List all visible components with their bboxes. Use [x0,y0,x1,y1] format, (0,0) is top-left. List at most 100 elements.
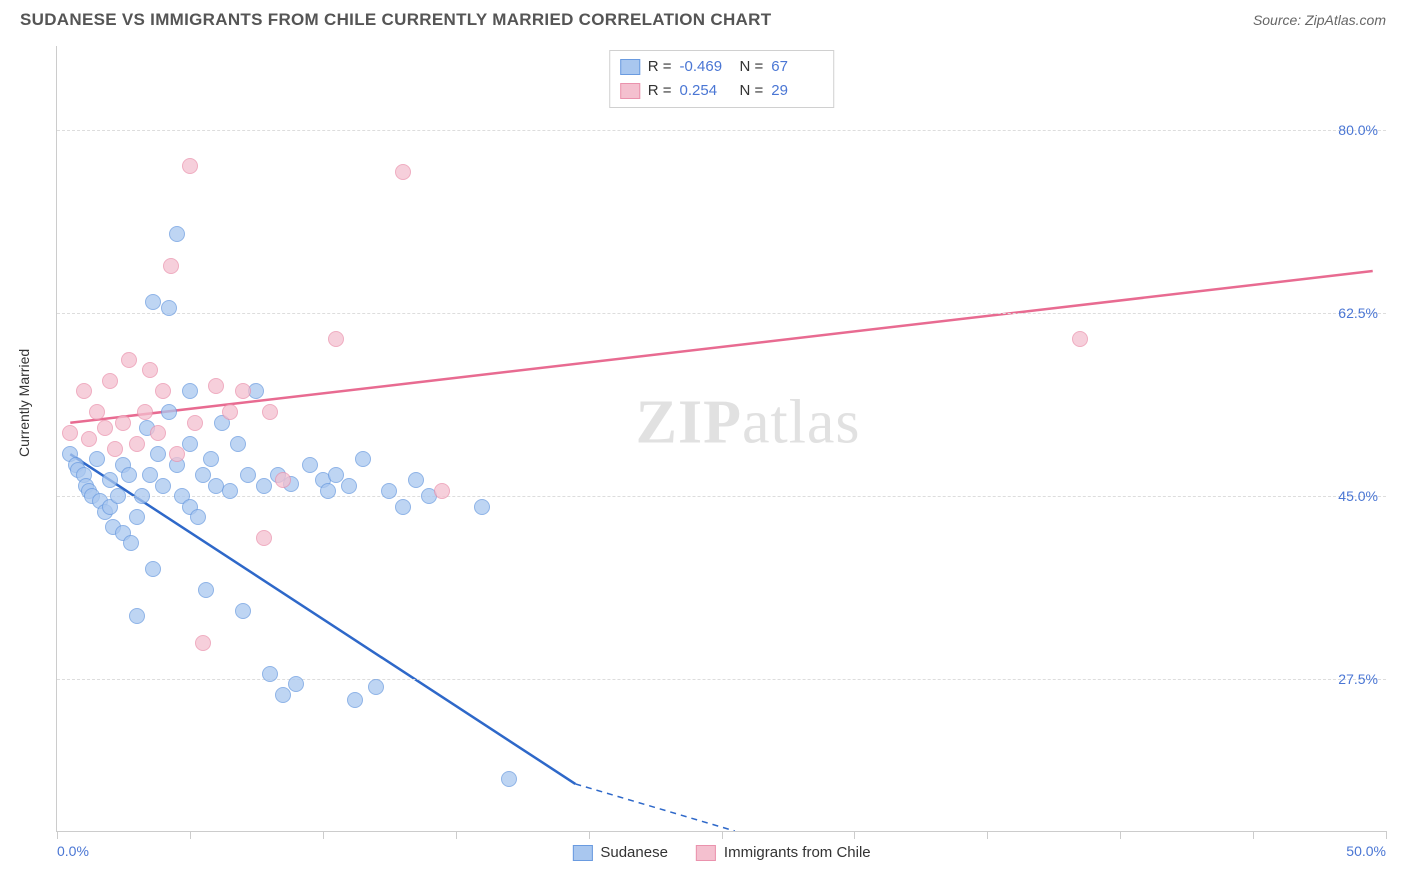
stats-row-sudanese: R = -0.469 N = 67 [620,55,824,79]
data-point [89,404,105,420]
data-point [256,530,272,546]
x-tick [57,831,58,839]
x-tick [190,831,191,839]
data-point [195,635,211,651]
data-point [262,666,278,682]
data-point [163,258,179,274]
data-point [89,451,105,467]
legend-swatch [696,845,716,861]
gridline [57,313,1386,314]
data-point [328,331,344,347]
data-point [302,457,318,473]
data-point [102,373,118,389]
data-point [76,383,92,399]
data-point [208,378,224,394]
trend-line [70,454,575,784]
stats-legend: R = -0.469 N = 67 R = 0.254 N = 29 [609,50,835,108]
data-point [275,472,291,488]
data-point [129,509,145,525]
x-tick [323,831,324,839]
data-point [368,679,384,695]
trend-line-extrapolated [575,784,734,831]
data-point [161,404,177,420]
data-point [240,467,256,483]
r-value-sudanese: -0.469 [680,55,732,79]
x-tick [987,831,988,839]
n-value-chile: 29 [771,79,823,103]
data-point [142,362,158,378]
data-point [256,478,272,494]
watermark: ZIPatlas [636,387,861,458]
data-point [222,404,238,420]
data-point [182,436,198,452]
legend-item: Immigrants from Chile [696,844,871,861]
y-tick-label: 62.5% [1338,305,1378,321]
data-point [137,404,153,420]
data-point [145,294,161,310]
data-point [235,383,251,399]
y-axis-label: Currently Married [16,349,32,457]
data-point [129,608,145,624]
data-point [288,676,304,692]
data-point [123,535,139,551]
series-legend: Sudanese Immigrants from Chile [572,844,870,861]
data-point [395,164,411,180]
x-tick [1120,831,1121,839]
data-point [235,603,251,619]
data-point [81,431,97,447]
y-tick-label: 45.0% [1338,488,1378,504]
data-point [121,352,137,368]
legend-label: Immigrants from Chile [724,844,871,861]
data-point [1072,331,1088,347]
trend-line [70,271,1372,423]
x-tick-label: 50.0% [1346,843,1386,859]
chart-container: Currently Married ZIPatlas R = -0.469 N … [20,46,1386,868]
data-point [408,472,424,488]
data-point [222,483,238,499]
x-tick-label: 0.0% [57,843,89,859]
data-point [107,441,123,457]
data-point [161,300,177,316]
r-value-chile: 0.254 [680,79,732,103]
data-point [155,383,171,399]
chart-title: SUDANESE VS IMMIGRANTS FROM CHILE CURREN… [20,10,771,30]
data-point [190,509,206,525]
data-point [62,425,78,441]
plot-area: ZIPatlas R = -0.469 N = 67 R = 0.254 N =… [56,46,1386,832]
data-point [169,226,185,242]
legend-label: Sudanese [600,844,668,861]
data-point [230,436,246,452]
data-point [155,478,171,494]
data-point [145,561,161,577]
swatch-chile [620,83,640,99]
x-tick [589,831,590,839]
x-tick [722,831,723,839]
data-point [198,582,214,598]
data-point [381,483,397,499]
data-point [434,483,450,499]
x-tick [1253,831,1254,839]
swatch-sudanese [620,59,640,75]
data-point [121,467,137,483]
y-tick-label: 27.5% [1338,671,1378,687]
data-point [150,425,166,441]
data-point [115,415,131,431]
data-point [347,692,363,708]
data-point [203,451,219,467]
gridline [57,496,1386,497]
data-point [501,771,517,787]
data-point [187,415,203,431]
data-point [169,446,185,462]
stats-row-chile: R = 0.254 N = 29 [620,79,824,103]
data-point [395,499,411,515]
y-tick-label: 80.0% [1338,122,1378,138]
gridline [57,679,1386,680]
n-value-sudanese: 67 [771,55,823,79]
data-point [129,436,145,452]
data-point [355,451,371,467]
legend-swatch [572,845,592,861]
data-point [474,499,490,515]
data-point [262,404,278,420]
data-point [134,488,150,504]
x-tick [456,831,457,839]
